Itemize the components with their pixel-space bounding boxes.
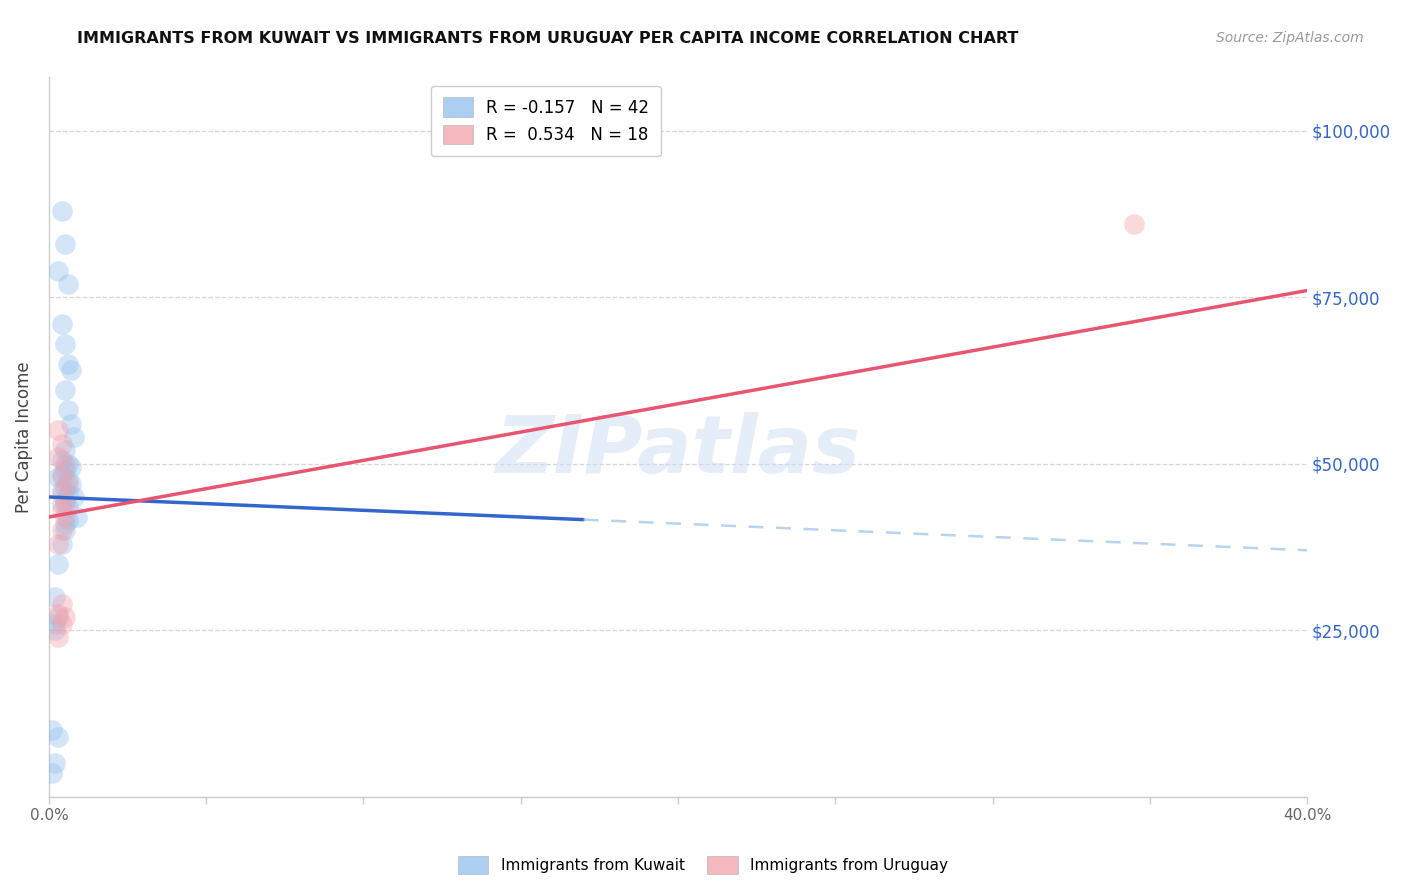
Point — [48, 730, 70, 744]
Point — [56, 476, 79, 491]
Point — [53, 443, 76, 458]
Point — [51, 467, 73, 481]
Legend: Immigrants from Kuwait, Immigrants from Uruguay: Immigrants from Kuwait, Immigrants from … — [451, 850, 955, 880]
Point — [51, 203, 73, 218]
Point — [59, 417, 82, 431]
Point — [51, 436, 73, 450]
Point — [53, 516, 76, 531]
Point — [48, 536, 70, 550]
Point — [1123, 217, 1146, 231]
Point — [51, 483, 73, 498]
Point — [53, 236, 76, 251]
Point — [44, 756, 66, 771]
Point — [59, 363, 82, 377]
Point — [51, 536, 73, 550]
Point — [51, 470, 73, 484]
Point — [56, 474, 79, 488]
Text: Source: ZipAtlas.com: Source: ZipAtlas.com — [1216, 31, 1364, 45]
Point — [48, 630, 70, 644]
Point — [56, 500, 79, 514]
Point — [53, 493, 76, 508]
Point — [44, 590, 66, 604]
Point — [41, 723, 63, 737]
Point — [44, 623, 66, 637]
Point — [51, 497, 73, 511]
Text: IMMIGRANTS FROM KUWAIT VS IMMIGRANTS FROM URUGUAY PER CAPITA INCOME CORRELATION : IMMIGRANTS FROM KUWAIT VS IMMIGRANTS FRO… — [77, 31, 1019, 46]
Point — [51, 616, 73, 631]
Point — [53, 336, 76, 351]
Point — [53, 457, 76, 471]
Point — [48, 607, 70, 621]
Point — [48, 450, 70, 464]
Point — [59, 460, 82, 475]
Y-axis label: Per Capita Income: Per Capita Income — [15, 361, 32, 513]
Point — [51, 317, 73, 331]
Point — [51, 597, 73, 611]
Point — [66, 510, 89, 524]
Point — [51, 503, 73, 517]
Point — [56, 486, 79, 500]
Point — [63, 490, 86, 504]
Point — [56, 357, 79, 371]
Point — [48, 424, 70, 438]
Point — [48, 610, 70, 624]
Text: ZIPatlas: ZIPatlas — [495, 412, 860, 491]
Legend: R = -0.157   N = 42, R =  0.534   N = 18: R = -0.157 N = 42, R = 0.534 N = 18 — [432, 86, 661, 156]
Point — [59, 476, 82, 491]
Point — [53, 510, 76, 524]
Point — [48, 263, 70, 277]
Point — [41, 766, 63, 780]
Point — [56, 403, 79, 417]
Point — [53, 497, 76, 511]
Point — [53, 384, 76, 398]
Point — [44, 616, 66, 631]
Point — [53, 480, 76, 494]
Point — [53, 610, 76, 624]
Point — [48, 470, 70, 484]
Point — [53, 523, 76, 537]
Point — [51, 523, 73, 537]
Point — [56, 457, 79, 471]
Point — [48, 557, 70, 571]
Point — [56, 513, 79, 527]
Point — [51, 486, 73, 500]
Point — [53, 463, 76, 477]
Point — [51, 453, 73, 467]
Point — [63, 430, 86, 444]
Point — [56, 277, 79, 291]
